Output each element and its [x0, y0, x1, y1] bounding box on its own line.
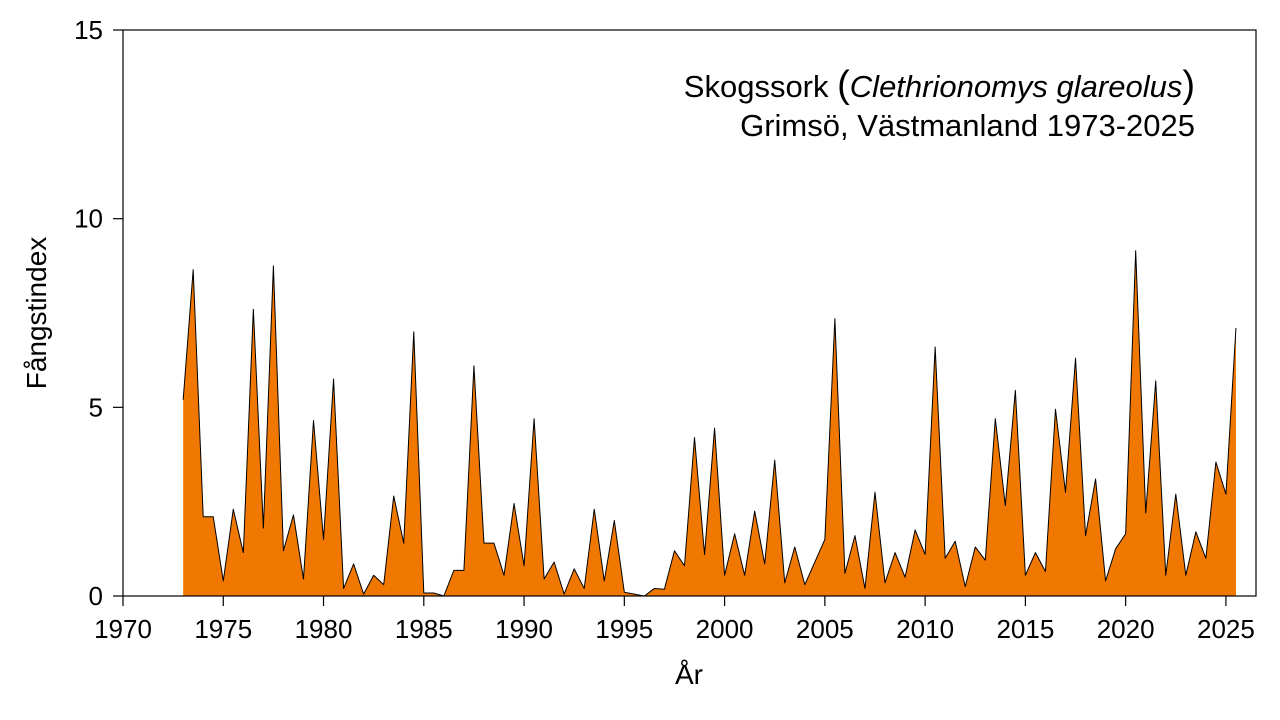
- x-tick-label: 2005: [796, 614, 854, 644]
- chart-title: Skogssork (Clethrionomys glareolus): [684, 64, 1195, 106]
- x-tick-label: 2015: [996, 614, 1054, 644]
- y-tick-label: 0: [89, 581, 103, 611]
- y-axis: 0 5 10 15: [74, 15, 123, 611]
- x-axis-title: År: [675, 659, 703, 690]
- x-tick-label: 1975: [194, 614, 252, 644]
- title-open-paren: (: [837, 64, 850, 106]
- title-common-name: Skogssork: [684, 69, 829, 104]
- x-tick-label: 1990: [495, 614, 553, 644]
- x-tick-label: 1970: [94, 614, 152, 644]
- x-tick-label: 1995: [595, 614, 653, 644]
- x-tick-label: 2025: [1197, 614, 1255, 644]
- x-tick-label: 2000: [696, 614, 754, 644]
- series-area: [183, 250, 1236, 597]
- y-tick-label: 5: [89, 392, 103, 422]
- x-tick-label: 2010: [896, 614, 954, 644]
- x-tick-label: 1980: [295, 614, 353, 644]
- y-tick-label: 15: [74, 15, 103, 45]
- chart-subtitle: Grimsö, Västmanland 1973-2025: [740, 108, 1195, 143]
- x-tick-label: 1985: [395, 614, 453, 644]
- y-tick-label: 10: [74, 204, 103, 234]
- x-axis: 1970 1975 1980 1985 1990 1995 2000 2005 2010 2015…: [94, 596, 1255, 644]
- area-layer: [182, 250, 1237, 597]
- series-line: [182, 250, 1237, 597]
- plot-frame: [122, 29, 1257, 597]
- y-axis-title: Fångstindex: [21, 237, 52, 390]
- title-close-paren: ): [1182, 64, 1195, 106]
- x-tick-label: 2020: [1097, 614, 1155, 644]
- title-scientific-name: Clethrionomys glareolus: [850, 69, 1183, 104]
